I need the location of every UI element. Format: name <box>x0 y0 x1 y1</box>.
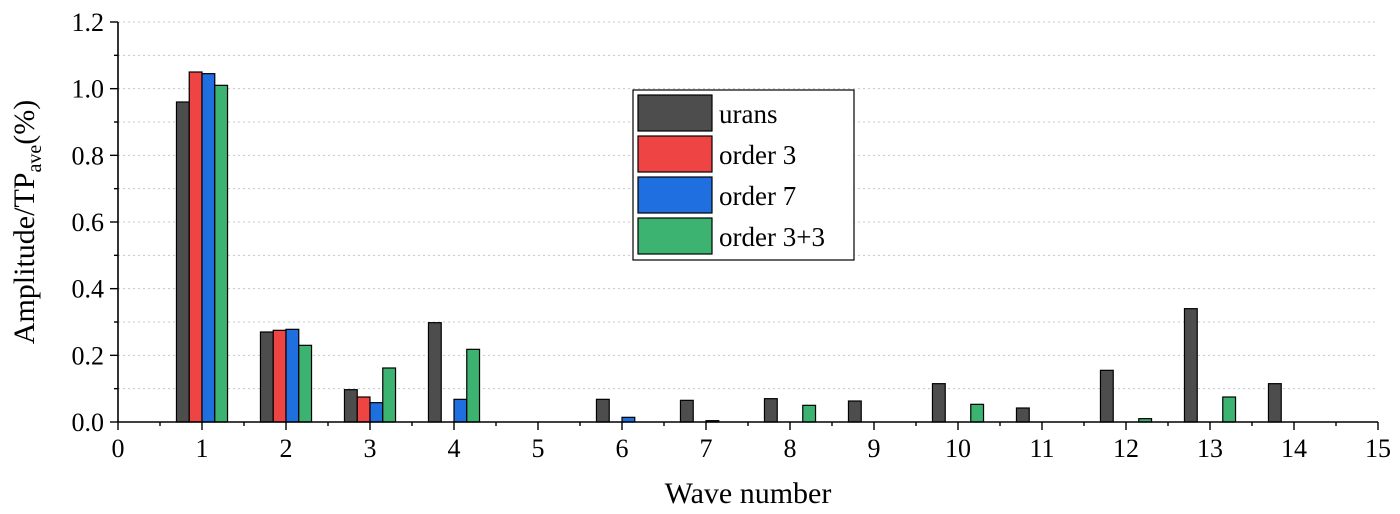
x-tick-label: 8 <box>784 434 797 463</box>
y-ticks: 0.0 0.2 0.4 0.6 0.8 1.0 1.2 <box>72 8 118 437</box>
bar-urans <box>1015 407 1030 423</box>
bar-order-3 <box>356 396 371 423</box>
bar-order-7 <box>201 73 216 423</box>
legend-swatch <box>637 176 713 214</box>
x-tick-label: 2 <box>280 434 293 463</box>
legend-swatch <box>637 217 713 255</box>
bar-urans <box>1183 308 1198 423</box>
legend-label: order 3+3 <box>719 222 825 252</box>
y-axis-title: Amplitude/TPave(%) <box>8 100 46 344</box>
bar-order-3-3 <box>1222 396 1237 423</box>
legend-swatch <box>637 135 713 173</box>
x-axis-title: Wave number <box>665 477 832 510</box>
y-tick-label: 1.0 <box>72 75 105 104</box>
bar-order-3-3 <box>214 84 229 423</box>
bar-order-3-3 <box>802 404 817 423</box>
x-tick-label: 9 <box>868 434 881 463</box>
y-axis-title-subscript: ave <box>24 145 46 173</box>
bar-urans <box>427 322 442 423</box>
x-tick-label: 13 <box>1197 434 1223 463</box>
x-tick-label: 3 <box>364 434 377 463</box>
legend-label: order 3 <box>719 140 796 170</box>
x-tick-label: 6 <box>616 434 629 463</box>
bar-urans <box>175 101 190 423</box>
y-tick-label: 1.2 <box>72 8 105 37</box>
legend-label: urans <box>719 99 777 129</box>
x-tick-label: 5 <box>532 434 545 463</box>
x-tick-label: 11 <box>1029 434 1054 463</box>
y-tick-label: 0.0 <box>72 408 105 437</box>
bar-order-3-3 <box>298 344 313 423</box>
bar-urans <box>847 400 862 423</box>
bar-order-3 <box>272 329 287 423</box>
x-tick-label: 0 <box>112 434 125 463</box>
bar-urans <box>343 389 358 423</box>
bar-order-3-3 <box>466 348 481 423</box>
bar-order-7 <box>285 328 300 423</box>
x-tick-label: 12 <box>1113 434 1139 463</box>
x-tick-label: 1 <box>196 434 209 463</box>
bar-order-7 <box>369 402 384 423</box>
bars-group <box>175 71 1282 423</box>
bar-urans <box>931 383 946 423</box>
x-tick-label: 15 <box>1365 434 1391 463</box>
bar-urans <box>1267 383 1282 423</box>
bar-urans <box>259 331 274 423</box>
y-tick-label: 0.8 <box>72 141 105 170</box>
y-axis-title-main: Amplitude/TP <box>8 173 41 345</box>
y-tick-label: 0.4 <box>72 275 105 304</box>
bar-order-7 <box>453 398 468 423</box>
bar-urans <box>1099 369 1114 423</box>
bar-order-3-3 <box>382 367 397 423</box>
bar-urans <box>679 399 694 423</box>
bar-urans <box>763 398 778 423</box>
bar-order-3 <box>188 71 203 423</box>
y-axis-title-suffix: (%) <box>8 100 41 145</box>
x-tick-label: 4 <box>448 434 461 463</box>
legend: urans order 3 order 7 order 3+3 <box>632 89 855 261</box>
x-ticks: 0 1 2 3 4 5 6 7 8 9 10 11 12 13 14 15 <box>112 422 1391 463</box>
legend-swatch <box>637 94 713 132</box>
y-tick-label: 0.2 <box>72 341 105 370</box>
x-tick-label: 7 <box>700 434 713 463</box>
legend-label: order 7 <box>719 181 796 211</box>
bar-urans <box>595 398 610 423</box>
x-tick-label: 10 <box>945 434 971 463</box>
y-tick-label: 0.6 <box>72 208 105 237</box>
bar-order-3-3 <box>970 403 985 423</box>
x-tick-label: 14 <box>1281 434 1307 463</box>
